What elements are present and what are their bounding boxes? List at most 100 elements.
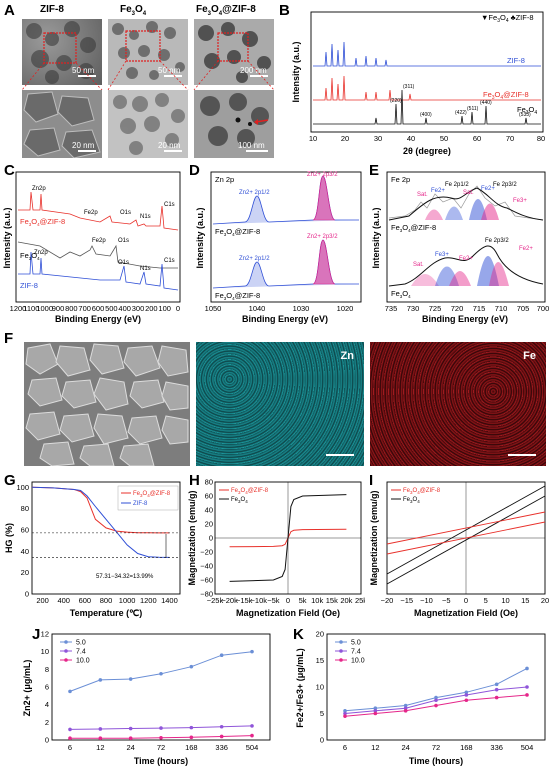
x-tick: 6	[343, 743, 347, 752]
x-tick: −15k	[236, 596, 253, 605]
peak-annotation: C1s	[164, 258, 175, 264]
legend-label: 5.0	[351, 640, 361, 647]
panel-label: I	[369, 472, 374, 489]
peak-annotation: Fe2p	[84, 210, 98, 216]
peak-label: Fe2+	[431, 188, 445, 194]
peak-annotation: O1s	[118, 238, 129, 244]
map-element-label: Zn	[340, 350, 354, 362]
legend-marker	[339, 640, 343, 644]
x-tick: −15	[400, 596, 413, 605]
peak-label: Fe 2p1/2	[445, 182, 469, 188]
x-axis-label: Time (hours)	[409, 756, 463, 766]
y-tick: 60	[205, 492, 213, 501]
y-tick: 40	[21, 547, 29, 556]
panel-label: C	[4, 162, 15, 179]
y-axis-label: Magnetization (emu/g)	[187, 491, 197, 586]
series-label: Fe3O4@ZIF-8	[215, 291, 260, 301]
peak-label: Fe3+	[513, 198, 527, 204]
panel-label: D	[189, 162, 200, 179]
xrd-peak-label: (533)	[519, 112, 531, 118]
xrd-peak-label: (311)	[403, 84, 415, 90]
legend-label: 7.4	[76, 649, 86, 656]
y-tick: 0	[320, 736, 324, 745]
y-tick: 0	[45, 736, 49, 745]
x-tick: 700	[78, 304, 91, 313]
data-point	[403, 709, 408, 713]
panel-k: K 5.0 7.4 10.0 0 5 10 15 20 6 12 24 72 168 336 504 T…	[275, 624, 550, 770]
peak-label: Fe 2p3/2	[493, 182, 517, 188]
x-tick: 12	[371, 743, 379, 752]
y-tick-group: −80 −60 −40 −20 0 20 40 60 80	[200, 478, 213, 599]
xrd-peak-label: (400)	[420, 112, 432, 118]
y-tick: −80	[200, 590, 213, 599]
data-point	[403, 703, 408, 708]
panel-g: G Fe3O4@ZIF-8 ZIF-8 57.31−34.32=13.99% 0…	[0, 472, 185, 622]
x-tick: −20	[381, 596, 394, 605]
y-tick: 2	[45, 718, 49, 727]
x-tick: 1400	[161, 596, 178, 605]
data-point	[373, 706, 378, 710]
series-label: Fe3O4	[391, 289, 411, 299]
peak-annotation: N1s	[140, 214, 151, 220]
x-tick: −25k	[207, 596, 224, 605]
data-point	[68, 689, 72, 694]
x-tick: 200	[36, 596, 49, 605]
x-tick: 5k	[299, 596, 307, 605]
x-tick: 0	[176, 304, 180, 313]
data-point	[494, 687, 499, 692]
legend-marker	[64, 640, 68, 644]
tem-image-zif8-high: 20 nm	[22, 90, 102, 158]
peak-annotation: N1s	[140, 266, 151, 272]
data-point	[373, 709, 378, 713]
legend: 5.0 7.4 10.0	[60, 640, 90, 665]
y-tick: 10	[41, 647, 49, 656]
data-point	[343, 709, 347, 713]
data-point	[525, 693, 529, 697]
y-tick: −40	[200, 562, 213, 571]
legend-label: Fe3O4@ZIF-8	[133, 491, 171, 498]
data-point	[464, 690, 469, 695]
data-point	[434, 698, 438, 703]
y-tick: −20	[200, 548, 213, 557]
xps-series-label: ZIF-8	[20, 281, 38, 290]
zoom-guides	[21, 60, 275, 91]
panel-label: J	[32, 626, 41, 643]
x-tick-group: 6 12 24 72 168 336 504	[68, 743, 258, 752]
x-tick: 168	[185, 743, 198, 752]
data-point	[434, 703, 438, 708]
x-tick-group: −25k−20k−15k−10k−5k 0 5k 10k15k20k25k	[207, 596, 368, 605]
legend-label: 7.4	[351, 649, 361, 656]
panel-label: H	[189, 472, 200, 489]
y-axis-label: Intensity (a.u.)	[291, 41, 301, 102]
y-tick-group: 0 5 10 15 20	[316, 630, 324, 745]
x-tick: 10	[501, 596, 509, 605]
x-tick: 60	[473, 134, 481, 143]
x-tick: 800	[65, 304, 78, 313]
xrd-series-label: Fe3O4	[517, 105, 537, 116]
peak-label: Zn2+ 2p3/2	[307, 234, 338, 240]
y-tick: 12	[41, 630, 49, 639]
tga-lines	[31, 486, 180, 558]
x-tick: 336	[215, 743, 228, 752]
x-axis-label: Magnetization Field (Oe)	[236, 608, 340, 618]
peak-label: Sat.	[413, 262, 424, 268]
panel-label: A	[4, 2, 15, 19]
x-tick: 1050	[205, 304, 222, 313]
panel-h: H Fe3O4@ZIF-8 Fe3O4 −80 −60 −40 −20 0 20 40 60 8…	[185, 472, 368, 622]
y-tick: 4	[45, 700, 49, 709]
peak-label: Fe 2p3/2	[485, 238, 509, 244]
x-tick: 20	[341, 134, 349, 143]
data-point	[159, 671, 163, 676]
data-point	[159, 726, 163, 730]
vsm-series-line	[229, 494, 347, 582]
y-tick: 8	[45, 665, 49, 674]
scale-label: 50 nm	[72, 66, 95, 75]
panel-label: B	[279, 2, 290, 19]
x-tick: 1000	[36, 304, 53, 313]
x-tick: 504	[246, 743, 259, 752]
fe2p-chart: Fe 2p Sat. Fe2+ Fe 2p1/2 Sat. Fe2+ Fe 2p…	[371, 171, 549, 324]
legend: Fe3O4@ZIF-8 Fe3O4	[391, 488, 441, 504]
x-tick-group: 200 400 600 800 1000 1200 1400	[36, 596, 177, 605]
x-tick: 336	[490, 743, 503, 752]
data-point	[494, 695, 499, 700]
